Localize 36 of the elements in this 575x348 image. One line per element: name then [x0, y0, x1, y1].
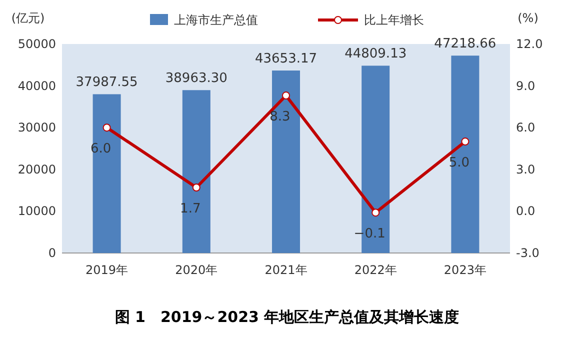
y-tick-label: 50000: [18, 37, 56, 51]
x-tick-label: 2022年: [354, 263, 397, 277]
legend-label: 上海市生产总值: [174, 13, 258, 27]
y2-tick-label: 0.0: [516, 204, 536, 218]
bar: [451, 56, 480, 253]
y2-tick-label: 6.0: [516, 120, 536, 135]
y-tick-label: 30000: [18, 120, 56, 135]
data-label: 47218.66: [434, 36, 496, 52]
data-label: 37987.55: [76, 75, 138, 90]
text: 图 1 2019～2023 年地区生产总值及其增长速度: [114, 308, 460, 326]
y2-tick-label: 9.0: [516, 78, 536, 93]
y-tick-label: 40000: [18, 78, 56, 93]
y-axis-title: (亿元): [11, 11, 45, 25]
point: [102, 124, 111, 132]
point: [372, 208, 380, 217]
point: [461, 138, 470, 146]
y-tick-label: 0: [48, 246, 56, 260]
legend-label: 比上年增长: [364, 13, 424, 27]
y-tick-label: 20000: [18, 162, 56, 176]
y2-axis-title: (%): [518, 11, 538, 25]
x-tick-label: 2023年: [444, 263, 486, 277]
data-label: 38963.30: [165, 71, 228, 86]
x-tick-label: 2020年: [175, 263, 218, 277]
point: [282, 92, 290, 100]
data-label: 44809.13: [344, 46, 407, 62]
bar: [182, 90, 210, 253]
y2-tick-label: 12.0: [516, 37, 543, 51]
y-tick-label: 10000: [18, 204, 56, 218]
bar: [272, 70, 300, 253]
y2-tick-label: 3.0: [516, 162, 536, 176]
point: [192, 184, 200, 192]
bar: [92, 94, 121, 253]
x-tick-label: 2019年: [86, 263, 128, 277]
data-label: 43653.17: [254, 52, 318, 67]
x-tick-label: 2021年: [264, 263, 308, 277]
y2-tick-label: -3.0: [516, 246, 540, 260]
